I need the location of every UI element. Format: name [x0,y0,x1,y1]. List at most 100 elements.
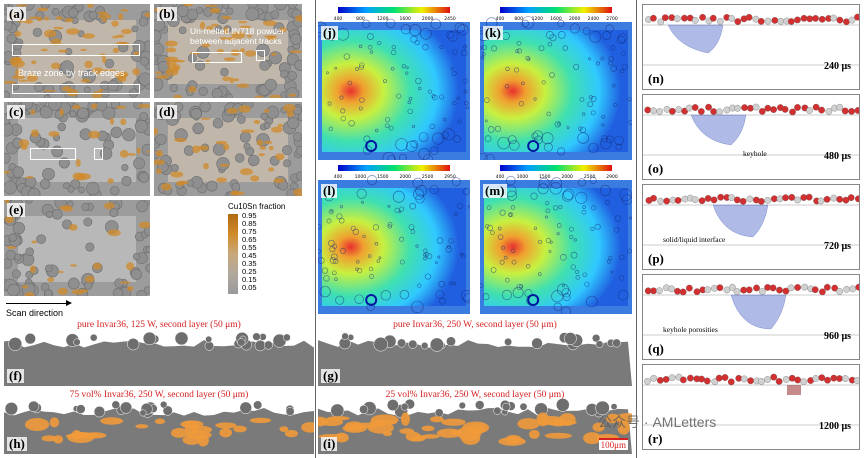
colorbar-tick: 2900 [606,174,618,180]
panel-j-image: 400 800 1200 1600 2000 2450 [318,7,470,160]
panel-l-image: 400 1000 1500 2000 2500 2950 [318,165,470,314]
panel-h-title: 75 vol% Invar36, 250 W, second layer (50… [69,390,249,400]
colorbar-tick: 2000 [569,16,581,22]
legend-tick: 0.35 [242,259,257,268]
panel-p-image [643,193,859,246]
panel-f-title: pure Invar36, 125 W, second layer (50 μm… [77,320,241,330]
legend-ticks: 0.95 0.85 0.75 0.65 0.55 0.45 0.35 0.25 0.15 0.05 [242,212,282,292]
legend-tick: 0.85 [242,219,257,228]
panel-label-d: (d) [157,104,177,119]
panel-c-box-2 [94,148,103,160]
panel-label-b: (b) [157,6,177,21]
panel-e: (e) [4,200,150,296]
scan-direction-arrow [6,303,68,304]
annotation-o: keyhole [743,149,767,158]
legend-title: Cu10Sn fraction [228,202,286,211]
time-label-p: 720 μs [823,241,851,252]
panel-m: 400 1000 1500 2000 2500 2900 (m) [480,162,632,314]
legend-tick: 0.95 [242,211,257,220]
panel-i: 25 vol% Invar36, 250 W, second layer (50… [318,388,632,454]
panel-label-j: (j) [321,25,338,40]
colorbar-tick: 1600 [399,16,411,22]
panel-label-r: (r) [646,431,665,446]
panel-o: (o) 480 μs keyhole [642,94,860,180]
legend-colorbar [228,214,238,294]
colorbar-tick: 400 [496,16,505,22]
legend-tick: 0.55 [242,243,257,252]
colorbar-tick: 800 [356,16,365,22]
legend-tick: 0.65 [242,235,257,244]
panel-h-image [4,388,314,454]
panel-i-image [318,388,632,454]
panel-label-e: (e) [7,202,26,217]
panel-n-image [643,13,859,66]
panel-g-title: pure Invar36, 250 W, second layer (50 μm… [393,320,557,330]
colorbar-tick: 2450 [444,16,456,22]
panel-n: (n) 240 μs [642,4,860,90]
panel-m-image: 400 1000 1500 2000 2500 2900 [480,165,632,314]
panel-g: pure Invar36, 250 W, second layer (50 μm… [318,318,632,386]
colorbar-tick: 2000 [561,174,573,180]
braze-zone-box-bottom [12,84,140,94]
panel-label-q: (q) [646,341,666,356]
panel-q: (q) 960 μs keyhole porosities [642,274,860,360]
cu10sn-legend: Cu10Sn fraction 0.95 0.85 0.75 0.65 0.55 0.45… [228,202,304,298]
colorbar-tick: 2950 [444,174,456,180]
colorbar-tick: 2500 [422,174,434,180]
colorbar-tick: 2400 [588,16,600,22]
panel-label-i: (i) [321,436,338,451]
unmelted-label: Un-melted IN718 powder between adjacent … [190,26,285,46]
legend-tick: 0.45 [242,251,257,260]
colorbar-tick: 2700 [606,16,618,22]
panel-a-image [4,4,150,98]
panel-j: 400 800 1200 1600 2000 2450 (j) [318,4,470,160]
colorbar-tick: 2000 [399,174,411,180]
panel-a: Braze zone by track edges (a) [4,4,150,98]
divider-vertical-1 [315,0,316,458]
colorbar-tick: 1200 [377,16,389,22]
unmelted-box [192,52,242,63]
panel-label-p: (p) [646,251,666,266]
colorbar-tick: 400 [334,16,343,22]
panel-h: 75 vol% Invar36, 250 W, second layer (50… [4,388,314,454]
time-label-o: 480 μs [823,151,851,162]
watermark: 公众号 · AMLetters [598,414,717,430]
unmelted-box-small [256,50,265,61]
panel-e-image [4,200,150,296]
colorbar-tick: 1500 [377,174,389,180]
panel-b-image [154,4,302,98]
panel-c-box-1 [30,148,76,160]
colorbar-tick: 2000 [422,16,434,22]
panel-o-image [643,103,859,156]
panel-p: (p) 720 μs solid/liquid interface [642,184,860,270]
colorbar-tick: 2500 [584,174,596,180]
time-label-n: 240 μs [823,61,851,72]
scale-bar: 100μm [598,438,628,450]
colorbar-tick: 1000 [355,174,367,180]
panel-label-f: (f) [7,368,24,383]
panel-label-k: (k) [483,25,503,40]
panel-c: (c) [4,102,150,196]
panel-q-image [643,283,859,336]
panel-c-image [4,102,150,196]
colorbar-tick: 800 [514,16,523,22]
panel-i-title: 25 vol% Invar36, 250 W, second layer (50… [385,390,565,400]
colorbar-tick: 1000 [517,174,529,180]
colorbar-tick: 1500 [539,174,551,180]
panel-label-c: (c) [7,104,26,119]
panel-k: 400 800 1200 1600 2000 2400 2700 (k) [480,4,632,160]
divider-vertical-2 [636,0,637,458]
colorbar-tick: 400 [334,174,343,180]
scan-direction-label: Scan direction [6,308,64,318]
panel-label-h: (h) [7,436,27,451]
panel-label-a: (a) [7,6,27,21]
panel-g-image [318,318,632,386]
colorbar-tick: 1600 [550,16,562,22]
scan-direction-arrowhead [66,300,72,306]
legend-tick: 0.75 [242,227,257,236]
panel-k-image: 400 800 1200 1600 2000 2400 2700 [480,7,632,160]
panel-label-g: (g) [321,368,341,383]
colorbar-tick: 1200 [532,16,544,22]
panel-label-n: (n) [646,71,666,86]
legend-tick: 0.15 [242,275,257,284]
